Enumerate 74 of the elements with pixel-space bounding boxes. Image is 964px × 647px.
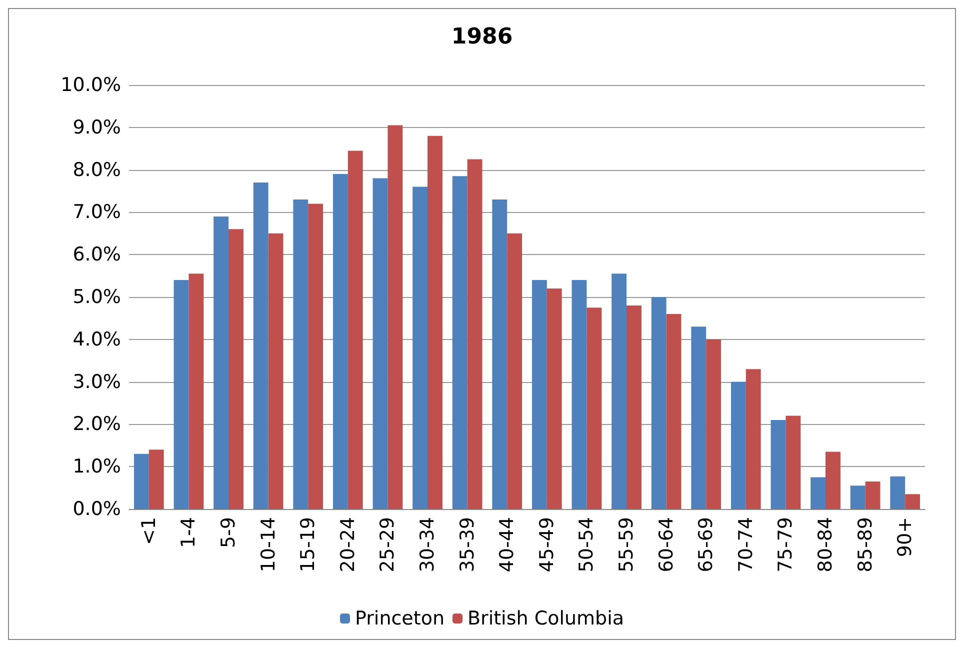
- bar: [372, 178, 388, 509]
- x-tick-label: 50-54: [576, 517, 598, 572]
- bar: [492, 199, 508, 509]
- x-tick-label: 25-29: [376, 517, 399, 572]
- bar: [332, 174, 348, 509]
- bar: [268, 233, 284, 509]
- x-tick-label: 85-89: [854, 517, 876, 572]
- y-tick-label: 1.0%: [72, 456, 121, 478]
- bar: [865, 481, 880, 509]
- y-tick-label: 3.0%: [72, 370, 121, 393]
- bar: [651, 297, 666, 509]
- bar: [850, 486, 866, 509]
- bar: [770, 420, 786, 509]
- x-tick-label: 80-84: [814, 517, 836, 572]
- bar: [572, 280, 587, 509]
- bar: [786, 416, 801, 509]
- x-tick-label: 30-34: [416, 517, 438, 572]
- x-tick-label: 20-24: [336, 517, 359, 572]
- bar: [546, 288, 562, 509]
- bar: [586, 308, 602, 509]
- bar: [253, 182, 268, 509]
- x-tick-label: 60-64: [655, 517, 678, 572]
- bar: [228, 229, 244, 509]
- bar: [348, 150, 363, 509]
- bar: [626, 305, 642, 509]
- legend-label: British Columbia: [467, 608, 624, 630]
- bar: [706, 339, 722, 509]
- bar: [214, 216, 228, 509]
- bar: [148, 450, 164, 509]
- y-tick-label: 9.0%: [72, 116, 121, 138]
- x-tick-label: 70-74: [734, 517, 757, 572]
- y-tick-label: 2.0%: [72, 413, 121, 436]
- bar: [746, 369, 761, 509]
- y-tick-label: 4.0%: [72, 328, 121, 350]
- bar: [467, 159, 482, 509]
- bar: [388, 125, 403, 509]
- x-tick-label: 1-4: [178, 517, 200, 548]
- bar: [612, 274, 626, 509]
- x-tick-label: 45-49: [536, 517, 558, 572]
- y-tick-label: 0.0%: [72, 498, 121, 520]
- bar: [134, 454, 149, 509]
- bar: [890, 476, 906, 509]
- x-tick-label: 15-19: [297, 517, 320, 572]
- bar: [412, 186, 428, 509]
- bar: [905, 494, 920, 509]
- bar: [691, 326, 706, 509]
- bar: [532, 280, 547, 509]
- y-tick-label: 10.0%: [60, 74, 121, 96]
- chart-title: 1986: [451, 24, 513, 50]
- bar: [810, 477, 826, 509]
- x-tick-label: 90+: [894, 517, 916, 558]
- x-tick-label: 40-44: [496, 517, 518, 572]
- x-tick-label: 55-59: [616, 517, 638, 572]
- x-tick-label: 75-79: [774, 517, 797, 572]
- x-tick-label: 65-69: [695, 517, 718, 572]
- bar: [428, 136, 442, 509]
- y-tick-label: 7.0%: [72, 201, 121, 224]
- x-tick-label: 10-14: [257, 517, 280, 572]
- x-tick-label: <1: [138, 517, 160, 546]
- bar: [507, 233, 522, 509]
- legend-label: Princeton: [354, 608, 444, 630]
- x-tick-label: 35-39: [456, 517, 478, 572]
- bar: [293, 199, 308, 509]
- y-tick-label: 5.0%: [72, 286, 121, 308]
- x-tick-label: 5-9: [218, 517, 240, 548]
- bar: [730, 382, 746, 509]
- bar: [308, 204, 324, 509]
- bar: [452, 176, 468, 509]
- y-tick-label: 6.0%: [72, 244, 121, 266]
- bar: [666, 314, 682, 509]
- bar: [188, 274, 204, 509]
- y-tick-label: 8.0%: [72, 158, 121, 181]
- bar: [826, 452, 840, 509]
- bar: [174, 280, 189, 509]
